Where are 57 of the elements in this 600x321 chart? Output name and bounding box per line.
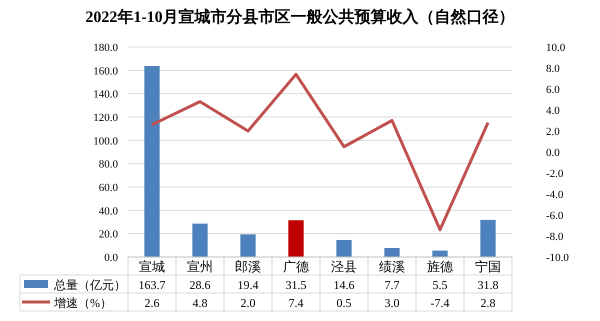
y-tick-label: 100.0 bbox=[93, 135, 118, 148]
data-label: 5.5 bbox=[432, 278, 448, 292]
chart-title: 2022年1-10月宣城市分县市区一般公共预算收入（自然口径） bbox=[85, 7, 515, 26]
data-label: -7.4 bbox=[430, 296, 450, 310]
y2-tick-label: 8.0 bbox=[546, 63, 560, 75]
x-tick-label: 郎溪 bbox=[235, 259, 261, 274]
x-tick-label: 旌德 bbox=[427, 259, 453, 274]
bar bbox=[384, 248, 400, 257]
y2-tick-label: 2.0 bbox=[546, 126, 560, 138]
data-label: 2.0 bbox=[240, 296, 256, 310]
y2-tick-label: -10.0 bbox=[546, 252, 570, 264]
data-label: 2.6 bbox=[144, 296, 160, 310]
data-label: 7.4 bbox=[288, 296, 304, 310]
y-tick-label: 160.0 bbox=[93, 65, 118, 78]
data-label: 28.6 bbox=[190, 278, 210, 292]
bar bbox=[336, 240, 352, 257]
data-label: 163.7 bbox=[138, 278, 166, 292]
y-tick-label: 180.0 bbox=[93, 42, 118, 54]
data-label: 7.7 bbox=[384, 278, 400, 292]
bar bbox=[240, 234, 256, 257]
y2-tick-label: 6.0 bbox=[546, 84, 560, 96]
y2-tick-label: -6.0 bbox=[546, 210, 564, 222]
y-tick-label: 20.0 bbox=[98, 228, 118, 241]
y-tick-label: 80.0 bbox=[98, 158, 118, 171]
y2-tick-label: -8.0 bbox=[546, 231, 564, 243]
data-label: 31.8 bbox=[478, 278, 498, 292]
x-tick-label: 宁国 bbox=[475, 259, 501, 274]
bar bbox=[480, 220, 496, 257]
y2-tick-label: -4.0 bbox=[546, 189, 564, 201]
line-series bbox=[150, 72, 490, 232]
data-label: 3.0 bbox=[384, 296, 400, 310]
data-label: 0.5 bbox=[336, 296, 352, 310]
y-tick-label: 60.0 bbox=[98, 182, 118, 194]
data-label: 2.8 bbox=[480, 296, 496, 310]
x-tick-label: 宣州 bbox=[187, 259, 213, 274]
y2-tick-label: 4.0 bbox=[546, 105, 560, 117]
y2-tick-label: 0.0 bbox=[546, 147, 560, 159]
x-tick-label: 泾县 bbox=[331, 259, 357, 274]
legend-label: 增速（%） bbox=[53, 296, 112, 310]
y2-tick-label: 10.0 bbox=[546, 42, 566, 54]
y-tick-label: 120.0 bbox=[93, 112, 118, 124]
data-label: 14.6 bbox=[334, 278, 354, 292]
y-tick-label: 40.0 bbox=[98, 205, 118, 218]
legend-label: 总量（亿元） bbox=[53, 278, 126, 292]
bar bbox=[288, 220, 304, 257]
x-tick-label: 宣城 bbox=[139, 259, 165, 274]
bar bbox=[144, 66, 160, 257]
data-label: 31.5 bbox=[286, 278, 306, 292]
data-label: 4.8 bbox=[192, 296, 208, 310]
y2-tick-label: -2.0 bbox=[546, 168, 564, 180]
bar bbox=[432, 250, 448, 257]
y-tick-label: 0.0 bbox=[104, 252, 118, 264]
data-label: 19.4 bbox=[238, 278, 258, 292]
y-tick-label: 140.0 bbox=[93, 88, 118, 101]
bar bbox=[192, 224, 208, 257]
x-tick-label: 广德 bbox=[283, 259, 309, 274]
x-tick-label: 绩溪 bbox=[379, 259, 405, 274]
